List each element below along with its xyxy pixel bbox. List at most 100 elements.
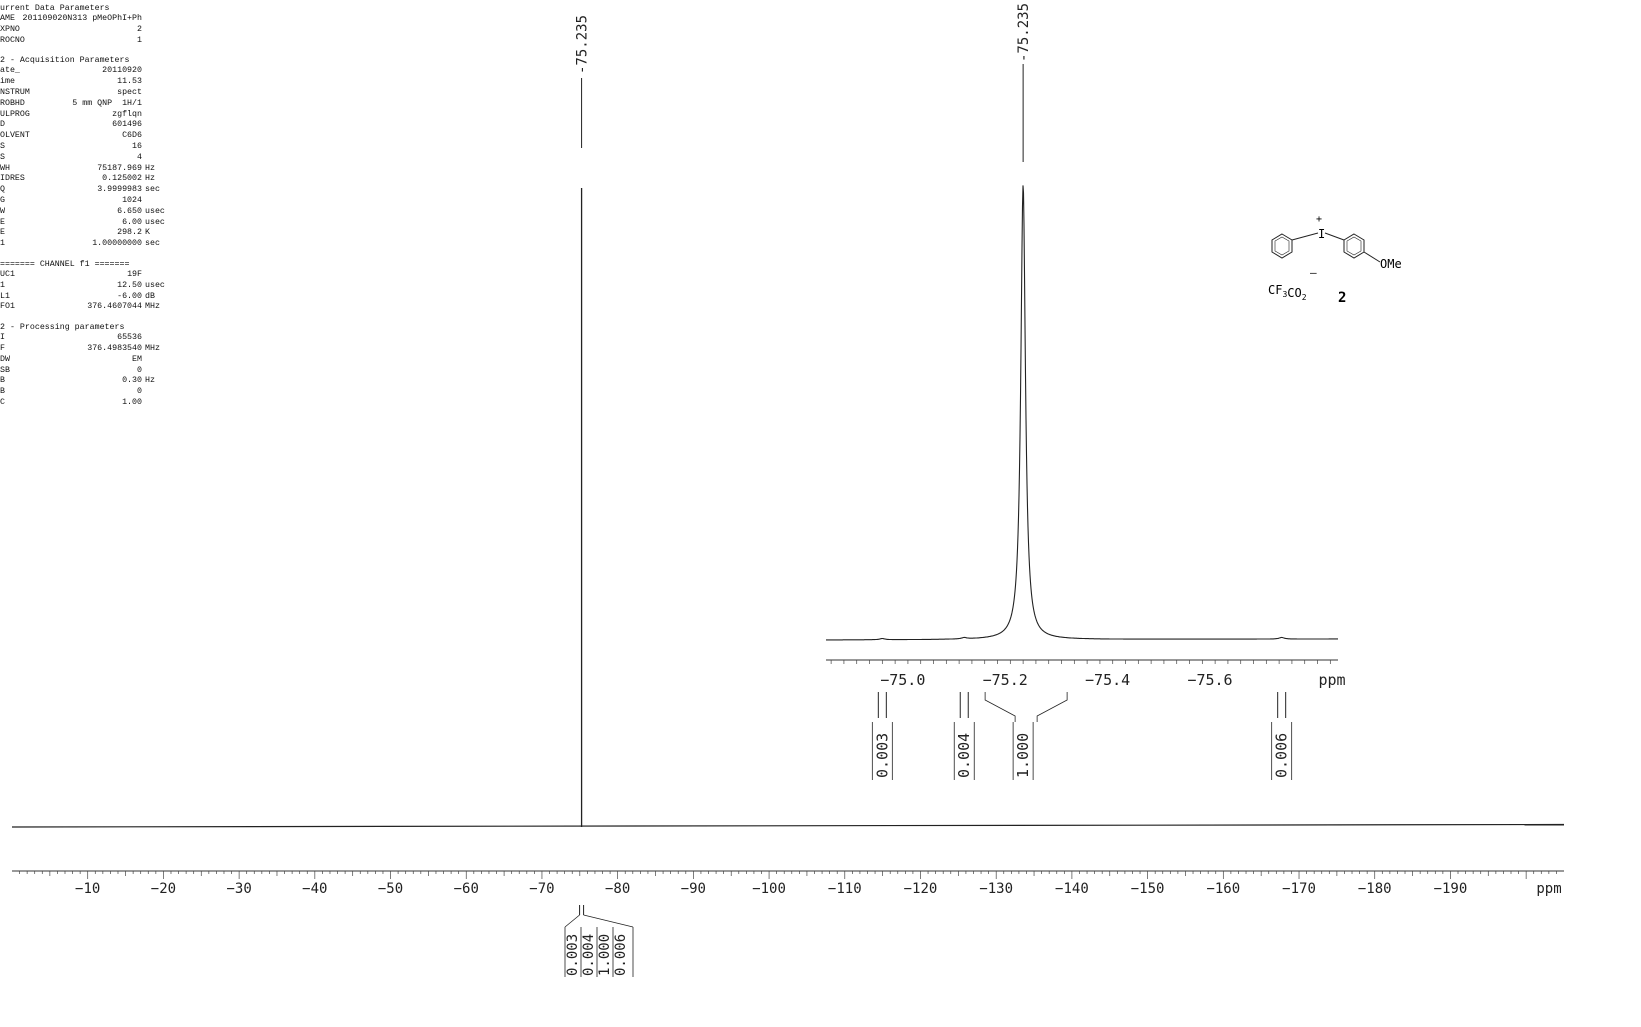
param-unit: usec (145, 206, 165, 216)
inset-tick-label: −75.0 (880, 671, 925, 689)
param-label: FO1 (0, 302, 15, 312)
inset-integral-connector (984, 692, 1016, 722)
param-row: L1 -6.00 dB (0, 292, 220, 303)
param-label: ate_ (0, 66, 20, 76)
main-tick-label: −100 (752, 881, 786, 897)
param-value: spect (117, 87, 142, 97)
inset-integral-connector (1036, 692, 1068, 722)
param-row: B 0.30 Hz (0, 376, 220, 387)
param-row: Q 3.9999983 sec (0, 185, 220, 196)
param-unit: MHz (145, 302, 160, 312)
param-label: B (0, 387, 5, 397)
param-label: 1 (0, 280, 5, 290)
main-tick-label: −10 (75, 881, 100, 897)
param-row: XPNO 2 (0, 25, 220, 36)
main-tick-label: −40 (302, 881, 327, 897)
param-unit: Hz (145, 376, 155, 386)
param-value: 3.9999983 (97, 185, 142, 195)
param-value: 201109020N313 pMeOPhI+Ph (22, 14, 143, 23)
main-spectrum-trace: -75.235 (11, 15, 1565, 828)
param-value: 12.50 (117, 280, 142, 290)
inset-tick-label: −75.2 (983, 671, 1028, 689)
param-row: I 65536 (0, 333, 220, 344)
main-tick-label: −30 (226, 881, 251, 897)
main-tick-label: −140 (1055, 881, 1089, 897)
param-label: ROCNO (0, 35, 25, 45)
inset-tick-label: −75.6 (1187, 671, 1232, 689)
negative-charge: – (1310, 266, 1317, 279)
param-value: 65536 (117, 333, 142, 343)
param-value: 0 (137, 387, 142, 397)
param-value: 4 (137, 152, 142, 162)
param-row: C 1.00 (0, 398, 220, 409)
param-label: E (0, 217, 5, 227)
param-label: F (0, 343, 5, 353)
param-value: 601496 (112, 120, 142, 130)
param-value: 6.650 (117, 206, 142, 216)
param-unit: MHz (145, 343, 160, 353)
param-label: W (0, 206, 5, 216)
acquisition-parameters-panel: urrent Data Parameters AME 201109020N313 p… (0, 4, 220, 409)
main-integral-value: 0.003 (565, 934, 581, 976)
param-row: ate_ 20110920 (0, 66, 220, 77)
param-value: 5 mm QNP 1H/1 (72, 98, 142, 108)
param-label: ROBHD (0, 98, 25, 108)
param-label: S (0, 152, 5, 162)
param-unit: Hz (145, 163, 155, 173)
param-value: -6.00 (117, 291, 142, 301)
param-label: AME (0, 14, 15, 23)
main-tick-label: −170 (1282, 881, 1316, 897)
param-unit: Hz (145, 174, 155, 184)
param-unit: K (145, 228, 150, 238)
inset-unit-label: ppm (1318, 671, 1345, 689)
param-unit: sec (145, 185, 160, 195)
param-section-title: urrent Data Parameters (0, 4, 110, 13)
main-tick-label: −190 (1434, 881, 1468, 897)
param-row: WH 75187.969 Hz (0, 164, 220, 175)
param-unit: sec (145, 239, 160, 249)
param-value: 2 (137, 24, 142, 34)
inset-integral-value: 0.003 (873, 733, 891, 778)
param-value: 376.4983540 (87, 343, 142, 353)
param-value: 19F (127, 269, 142, 279)
param-row: IDRES 0.125002 Hz (0, 174, 220, 185)
param-row: 1 1.00000000 sec (0, 239, 220, 250)
param-row: E 6.00 usec (0, 218, 220, 229)
inset-tick-label: −75.4 (1085, 671, 1130, 689)
param-label: G (0, 195, 5, 205)
param-row: UC1 19F (0, 270, 220, 281)
param-row: SB 0 (0, 366, 220, 377)
param-unit: usec (145, 280, 165, 290)
main-tick-label: −180 (1358, 881, 1392, 897)
main-tick-label: −50 (378, 881, 403, 897)
param-label: L1 (0, 291, 10, 301)
param-value: 20110920 (102, 66, 142, 76)
main-integral-value: 1.000 (597, 934, 613, 976)
bond-ome (1363, 251, 1381, 263)
param-value: 376.4607044 (87, 302, 142, 312)
param-row: ime 11.53 (0, 77, 220, 88)
inset-integral-value: 0.004 (955, 733, 973, 778)
param-row: G 1024 (0, 196, 220, 207)
main-unit-label: ppm (1536, 881, 1561, 897)
main-integral-value: 0.006 (613, 934, 629, 976)
param-value: 0 (137, 365, 142, 375)
main-integral-connector (583, 914, 634, 928)
param-value: 298.2 (117, 228, 142, 238)
param-row: 1 12.50 usec (0, 281, 220, 292)
param-label: E (0, 228, 5, 238)
main-integral-value: 0.004 (581, 934, 597, 976)
main-peak-label: -75.235 (575, 15, 591, 74)
chemical-structure: I + OMe CF3CO2 – 2 (1268, 214, 1402, 306)
param-row: W 6.650 usec (0, 207, 220, 218)
bond-right (1324, 232, 1345, 241)
param-row: DW EM (0, 355, 220, 366)
param-label: WH (0, 163, 10, 173)
main-tick-label: −90 (681, 881, 706, 897)
param-label: UC1 (0, 269, 15, 279)
main-tick-label: −120 (904, 881, 938, 897)
main-tick-label: −160 (1206, 881, 1240, 897)
